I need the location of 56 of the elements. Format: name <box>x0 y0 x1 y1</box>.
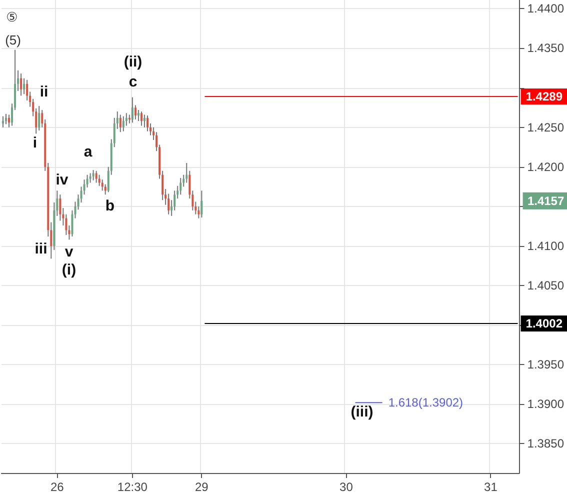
candlestick <box>137 109 140 122</box>
annotation: a <box>84 144 93 160</box>
candlestick <box>38 105 40 132</box>
y-tick-label: 1.4200 <box>527 160 564 174</box>
x-tick-label: 29 <box>195 480 209 493</box>
candlestick <box>92 170 94 181</box>
candlestick <box>119 114 122 133</box>
y-tick-label: 1.4050 <box>527 278 564 293</box>
candlestick <box>122 116 124 132</box>
candlestick <box>2 116 4 128</box>
series-label: 1.618(1.3902) <box>388 396 464 410</box>
candlestick <box>134 104 136 120</box>
candlestick <box>104 184 106 196</box>
candlestick <box>89 172 92 184</box>
y-tick-label: 1.4250 <box>527 120 564 134</box>
y-tick-label: 1.4350 <box>527 41 564 56</box>
annotation: (ii) <box>124 54 142 70</box>
candlestick <box>131 96 134 124</box>
annotation: (iii) <box>350 404 374 420</box>
candlestick <box>168 193 170 215</box>
candlestick <box>20 73 22 96</box>
y-tick-label: 1.4100 <box>527 238 564 253</box>
candlestick <box>59 194 62 222</box>
candlestick <box>101 179 104 192</box>
ref-line-label: 1.4289 <box>526 90 563 104</box>
candlestick <box>23 78 26 95</box>
y-tick-label: 1.3900 <box>527 397 564 412</box>
annotation: (i) <box>62 262 76 278</box>
annotation: iii <box>34 240 48 258</box>
annotation: ii <box>40 84 48 100</box>
candlestick <box>95 170 98 184</box>
y-tick-label: 1.4400 <box>527 2 564 16</box>
annotation: (5) <box>5 32 21 48</box>
x-tick-label: 26 <box>50 480 64 493</box>
candlestick <box>8 114 10 128</box>
candlestick <box>146 114 148 132</box>
annotation: i <box>32 134 38 152</box>
annotation: ⑤ <box>6 10 18 26</box>
annotation: c <box>128 74 138 90</box>
y-tick-label: 1.3850 <box>527 436 564 451</box>
y-tick-label: 1.3950 <box>527 358 564 372</box>
annotation: v <box>64 244 74 260</box>
candlestick <box>186 162 188 184</box>
candlestick <box>200 190 203 218</box>
candlestick <box>198 206 200 219</box>
candlestick <box>5 113 7 125</box>
annotation: b <box>105 198 115 214</box>
text: 1.4157 <box>527 194 564 208</box>
x-tick-label: 31 <box>484 480 498 493</box>
x-tick-label: 30 <box>340 480 354 493</box>
annotation: iv <box>56 172 69 188</box>
candlestick <box>143 114 146 128</box>
x-tick-label: 12:30 <box>117 480 148 493</box>
candlestick <box>180 177 182 196</box>
ref-line-label: 1.4002 <box>526 316 563 331</box>
candlestick <box>140 111 142 126</box>
